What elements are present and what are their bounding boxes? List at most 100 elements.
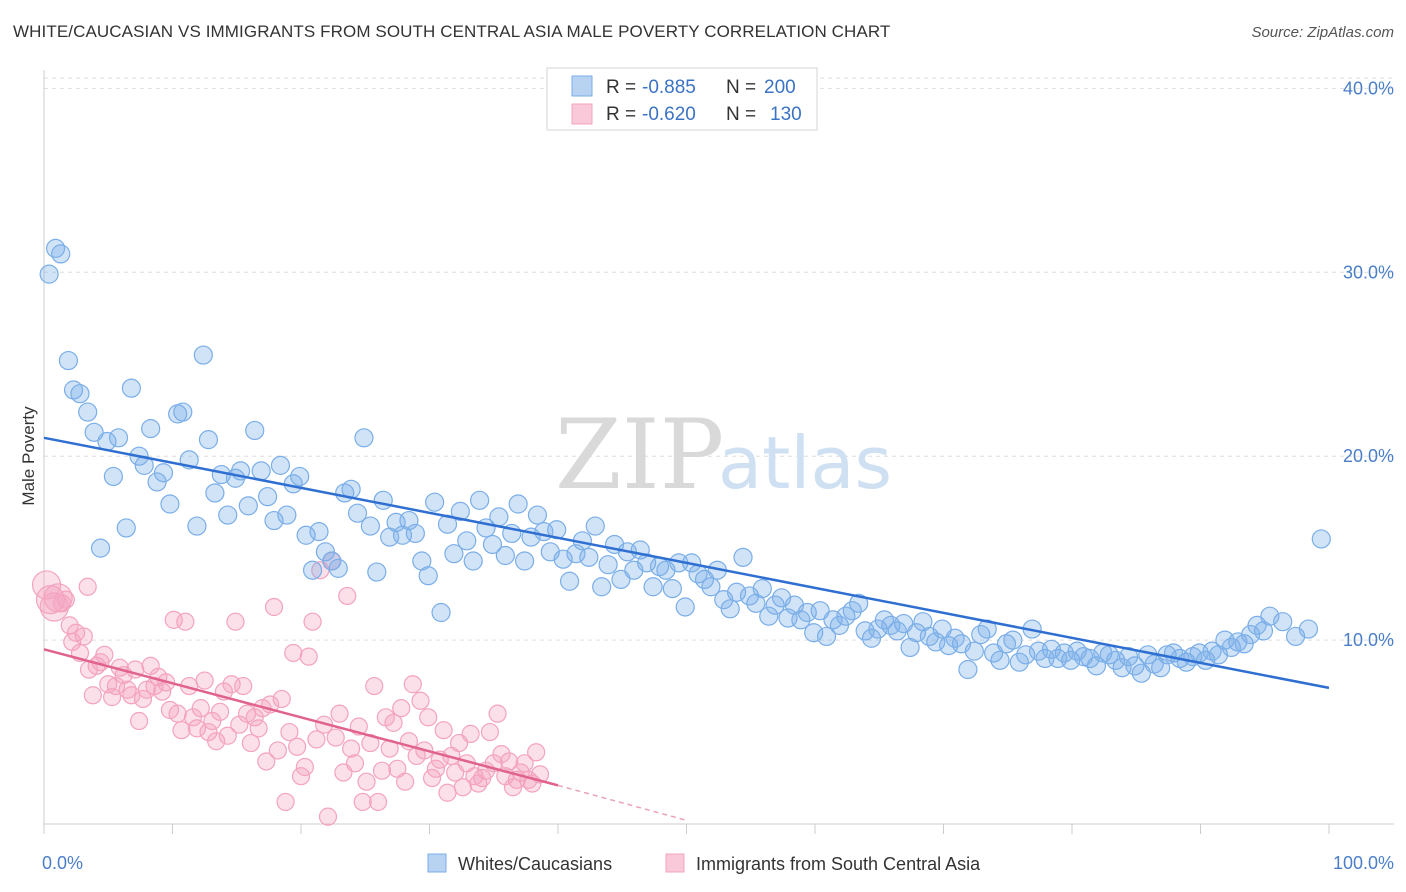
pink-point — [168, 704, 187, 723]
pink-point — [500, 752, 519, 771]
blue-point — [495, 545, 515, 566]
pink-point — [210, 702, 230, 721]
pink-point — [234, 676, 253, 696]
blue-point — [527, 505, 548, 525]
pink-point — [83, 686, 102, 705]
blue-point — [996, 634, 1017, 654]
blue-point — [251, 461, 271, 481]
blue-point — [309, 521, 329, 542]
pink-point — [392, 699, 411, 718]
blue-point — [367, 562, 387, 582]
pink-point — [384, 713, 403, 732]
blue-point — [328, 558, 348, 578]
blue-point — [849, 593, 869, 613]
legend-n-label-2: N = — [726, 104, 756, 125]
pink-point — [133, 689, 153, 709]
blue-point — [373, 490, 393, 510]
top-legend: R = -0.885 N = 200 R = -0.620 N = 130 — [546, 67, 818, 131]
pink-point — [203, 711, 222, 731]
pink-point — [480, 722, 499, 742]
blue-point — [418, 566, 438, 586]
pink-point — [411, 691, 430, 710]
blue-point — [804, 623, 824, 643]
legend-r-value-1: -0.885 — [642, 77, 696, 98]
blue-point — [238, 496, 258, 516]
legend-swatch-pink — [571, 103, 593, 125]
blue-point — [701, 577, 721, 597]
x-tick-labels: 0.0% 100.0% — [42, 853, 1394, 873]
legend-swatch-blue — [571, 75, 593, 97]
pink-point — [241, 733, 260, 753]
blue-point — [733, 547, 753, 567]
blue-point — [70, 384, 90, 404]
pink-point — [222, 675, 241, 694]
y-tick-label-10: 10.0% — [1343, 630, 1394, 650]
pink-point — [78, 577, 97, 596]
pink-point — [419, 708, 438, 727]
pink-point — [434, 721, 453, 740]
blue-point — [173, 402, 193, 422]
blue-point — [489, 507, 509, 527]
pink-point — [488, 704, 507, 723]
pink-point — [207, 732, 226, 751]
blue-point — [90, 538, 111, 558]
pink-point — [218, 726, 237, 745]
blue-point — [218, 505, 238, 525]
pink-point — [342, 739, 361, 758]
blue-point — [579, 547, 599, 567]
blue-point — [592, 577, 612, 597]
blue-point — [643, 577, 663, 597]
pink-point — [369, 792, 388, 812]
pink-point — [372, 761, 392, 780]
source-label: Source: ZipAtlas.com — [1251, 24, 1394, 41]
pink-point — [403, 675, 422, 694]
blue-point — [187, 516, 207, 536]
pink-point — [176, 612, 195, 631]
bottom-legend-label-pink: Immigrants from South Central Asia — [696, 854, 981, 874]
pink-point — [326, 728, 345, 747]
blue-point — [302, 560, 323, 580]
blue-point — [347, 503, 368, 523]
blue-point — [450, 501, 470, 521]
blue-trend-line — [43, 436, 1330, 690]
pink-point — [74, 627, 93, 646]
pink-point — [295, 757, 314, 777]
blue-point — [141, 419, 161, 439]
blue-point — [444, 544, 464, 564]
blue-point — [39, 264, 59, 284]
pink-point — [338, 586, 357, 606]
x-tick-label-0: 0.0% — [42, 853, 83, 873]
blue-point — [360, 516, 380, 536]
blue-point — [964, 641, 984, 661]
blue-point — [977, 619, 997, 639]
legend-n-value-1: 200 — [764, 77, 796, 98]
pink-point — [257, 752, 276, 771]
blue-point — [906, 623, 927, 643]
blue-point — [270, 455, 291, 475]
blue-point — [425, 492, 445, 512]
blue-point — [198, 430, 219, 450]
blue-point — [842, 601, 862, 621]
pink-point — [245, 708, 264, 727]
trend-lines — [43, 436, 1330, 822]
blue-point — [51, 244, 71, 264]
legend-r-value-2: -0.620 — [642, 104, 696, 125]
legend-n-label-1: N = — [726, 77, 756, 98]
blue-point — [160, 494, 180, 514]
pink-point — [164, 610, 183, 629]
pink-point — [353, 792, 372, 812]
chart-title: WHITE/CAUCASIAN VS IMMIGRANTS FROM SOUTH… — [13, 22, 891, 41]
pink-point — [492, 745, 511, 764]
bottom-legend-swatch-pink — [665, 853, 685, 873]
blue-point — [153, 463, 174, 483]
bottom-legend: Whites/Caucasians Immigrants from South … — [427, 853, 981, 874]
blue-point — [290, 466, 310, 487]
pink-point — [318, 807, 338, 826]
blue-point — [1298, 619, 1319, 639]
pink-point — [330, 704, 349, 723]
y-tick-labels: 10.0% 20.0% 30.0% 40.0% — [1343, 78, 1394, 650]
pink-point — [276, 792, 295, 812]
pink-point — [95, 645, 114, 664]
blue-point — [887, 621, 907, 641]
pink-point — [226, 612, 245, 631]
